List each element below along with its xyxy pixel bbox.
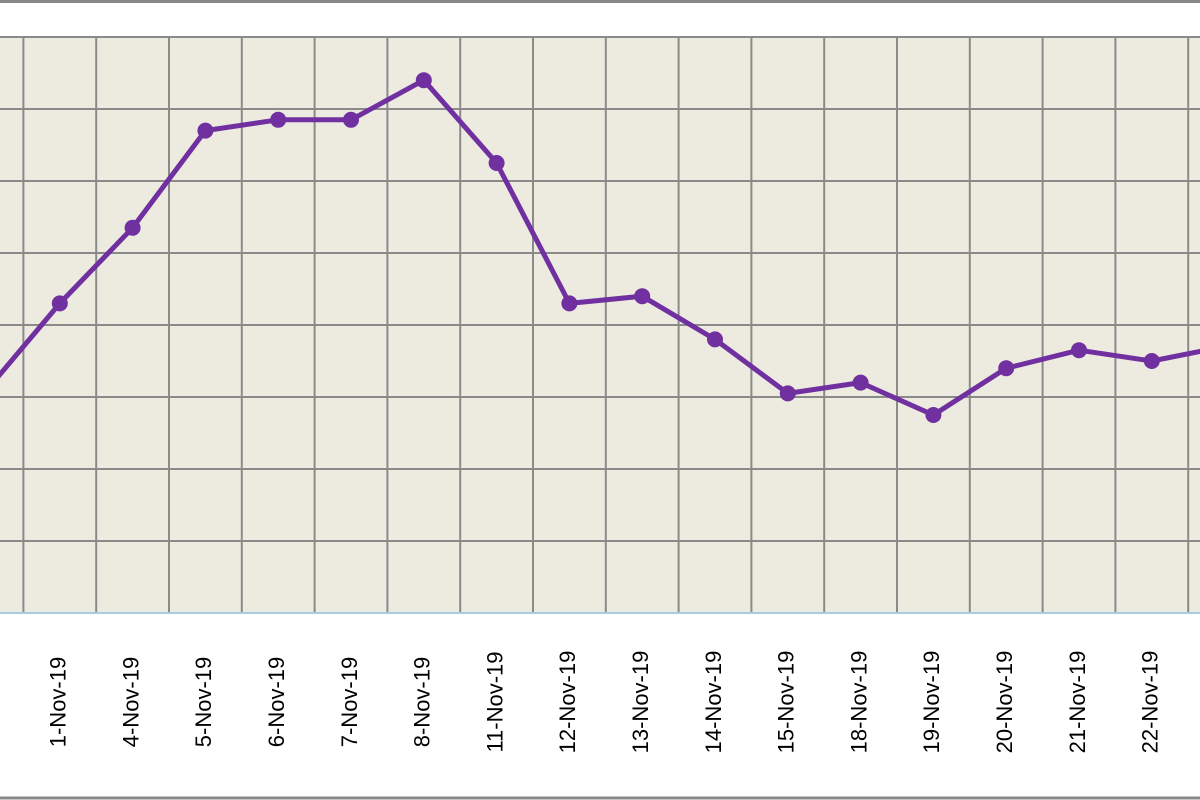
point bbox=[270, 111, 287, 128]
x-tick-label: 12-Nov-19 bbox=[555, 651, 580, 754]
point bbox=[998, 360, 1015, 377]
point bbox=[634, 288, 651, 305]
point bbox=[1071, 342, 1087, 359]
point bbox=[779, 385, 796, 402]
x-tick-label: 7-Nov-19 bbox=[337, 657, 362, 747]
marks bbox=[0, 72, 1200, 423]
x-tick-label: 1-Nov-19 bbox=[46, 657, 71, 747]
x-tick-label: 20-Nov-19 bbox=[992, 651, 1017, 754]
grid bbox=[0, 36, 1200, 614]
x-tick-label: 8-Nov-19 bbox=[410, 657, 435, 747]
x-tick-label: 15-Nov-19 bbox=[774, 651, 799, 754]
x-tick-label: 6-Nov-19 bbox=[264, 657, 289, 747]
point bbox=[925, 407, 942, 423]
x-tick-label: 21-Nov-19 bbox=[1065, 651, 1090, 754]
point bbox=[488, 155, 505, 171]
point bbox=[561, 295, 578, 312]
x-tick-label: 14-Nov-19 bbox=[701, 651, 726, 754]
x-tick-label: 19-Nov-19 bbox=[919, 651, 944, 754]
point bbox=[343, 111, 359, 128]
point bbox=[124, 219, 141, 236]
x-tick-label: 4-Nov-19 bbox=[118, 657, 143, 747]
point bbox=[707, 331, 723, 348]
x-tick-label: 5-Nov-19 bbox=[191, 657, 216, 747]
labels: 1-Nov-19 4-Nov-19 5-Nov-19 6-Nov-19 7-Nov-19… bbox=[46, 651, 1163, 754]
point bbox=[415, 72, 432, 89]
x-tick-label: 22-Nov-19 bbox=[1138, 651, 1163, 754]
x-tick-label: 18-Nov-19 bbox=[846, 651, 871, 754]
line bbox=[0, 77, 1200, 418]
point bbox=[1143, 353, 1160, 369]
x-tick-label: 11-Nov-19 bbox=[482, 651, 507, 752]
point bbox=[197, 122, 214, 139]
point bbox=[852, 374, 869, 391]
x-tick-label: 13-Nov-19 bbox=[628, 651, 653, 754]
point bbox=[51, 295, 68, 312]
